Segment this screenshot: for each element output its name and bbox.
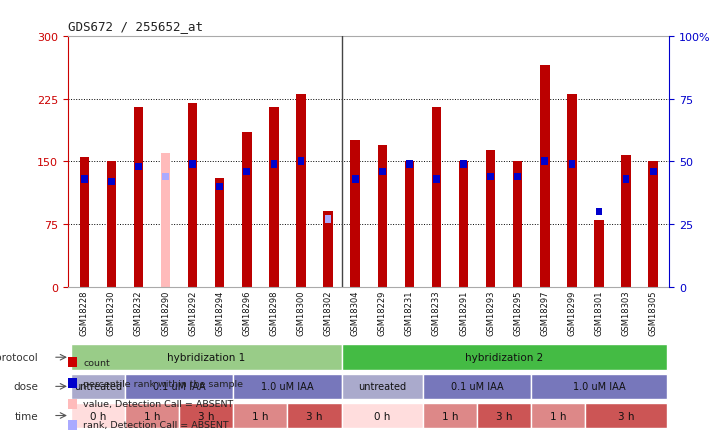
Bar [108, 178, 115, 186]
Bar [477, 403, 531, 428]
Bar [342, 374, 423, 399]
Bar [81, 176, 87, 183]
Bar [216, 183, 223, 191]
Bar [342, 345, 667, 370]
Text: rank, Detection Call = ABSENT: rank, Detection Call = ABSENT [83, 421, 228, 429]
Bar [541, 158, 548, 166]
Bar [423, 403, 477, 428]
Bar [406, 161, 412, 168]
Bar [342, 403, 423, 428]
Text: hybridization 1: hybridization 1 [167, 352, 246, 362]
Bar [649, 162, 658, 287]
Bar [135, 163, 142, 171]
Text: time: time [14, 411, 38, 421]
Bar [179, 403, 233, 428]
Bar [71, 403, 125, 428]
Bar [71, 374, 125, 399]
Bar [567, 95, 576, 287]
Bar [514, 173, 521, 181]
Bar [352, 176, 359, 183]
Text: GDS672 / 255652_at: GDS672 / 255652_at [68, 20, 203, 33]
Bar [586, 403, 667, 428]
Bar [650, 168, 657, 176]
Bar [569, 161, 576, 168]
Bar [189, 161, 196, 168]
Bar [488, 173, 494, 181]
Text: 0 h: 0 h [374, 411, 390, 421]
Text: dose: dose [13, 381, 38, 391]
Bar [125, 374, 233, 399]
Text: 1 h: 1 h [252, 411, 268, 421]
Text: 1.0 uM IAA: 1.0 uM IAA [261, 381, 314, 391]
Bar [433, 176, 440, 183]
Text: hybridization 2: hybridization 2 [465, 352, 543, 362]
Bar [233, 374, 342, 399]
Bar [432, 108, 441, 287]
Text: 1 h: 1 h [550, 411, 566, 421]
Bar [594, 220, 604, 287]
Bar [79, 158, 89, 287]
Bar [350, 141, 360, 287]
Bar [296, 95, 306, 287]
Text: 3 h: 3 h [618, 411, 634, 421]
Bar [513, 162, 523, 287]
Text: 1 h: 1 h [442, 411, 458, 421]
Text: untreated: untreated [358, 381, 407, 391]
Text: 3 h: 3 h [306, 411, 323, 421]
Bar [287, 403, 342, 428]
Bar [531, 403, 586, 428]
Bar [243, 168, 250, 176]
Text: 0.1 uM IAA: 0.1 uM IAA [451, 381, 503, 391]
Text: 1.0 uM IAA: 1.0 uM IAA [573, 381, 625, 391]
Text: percentile rank within the sample: percentile rank within the sample [83, 379, 243, 388]
Bar [242, 133, 251, 287]
Text: value, Detection Call = ABSENT: value, Detection Call = ABSENT [83, 400, 233, 408]
Bar [459, 162, 468, 287]
Text: 1 h: 1 h [144, 411, 160, 421]
Bar [107, 162, 116, 287]
Bar [71, 345, 342, 370]
Bar [161, 154, 170, 287]
Bar [271, 161, 277, 168]
Bar [531, 374, 667, 399]
Bar [623, 176, 629, 183]
Bar [162, 173, 169, 181]
Bar [405, 162, 414, 287]
Bar [377, 145, 387, 287]
Bar [324, 212, 333, 287]
Bar [540, 66, 550, 287]
Bar [215, 178, 225, 287]
Text: 3 h: 3 h [496, 411, 513, 421]
Bar [233, 403, 287, 428]
Bar [125, 403, 179, 428]
Bar [134, 108, 143, 287]
Bar [379, 168, 386, 176]
Bar [423, 374, 531, 399]
Bar [621, 155, 631, 287]
Bar [486, 151, 495, 287]
Bar [298, 158, 304, 166]
Text: count: count [83, 358, 110, 367]
Bar [460, 161, 467, 168]
Bar [325, 216, 332, 223]
Bar [188, 104, 198, 287]
Text: untreated: untreated [74, 381, 122, 391]
Bar [68, 287, 669, 434]
Bar [596, 208, 602, 216]
Bar [269, 108, 279, 287]
Text: 0 h: 0 h [90, 411, 106, 421]
Text: 0.1 uM IAA: 0.1 uM IAA [153, 381, 205, 391]
Text: 3 h: 3 h [198, 411, 214, 421]
Text: protocol: protocol [0, 352, 38, 362]
